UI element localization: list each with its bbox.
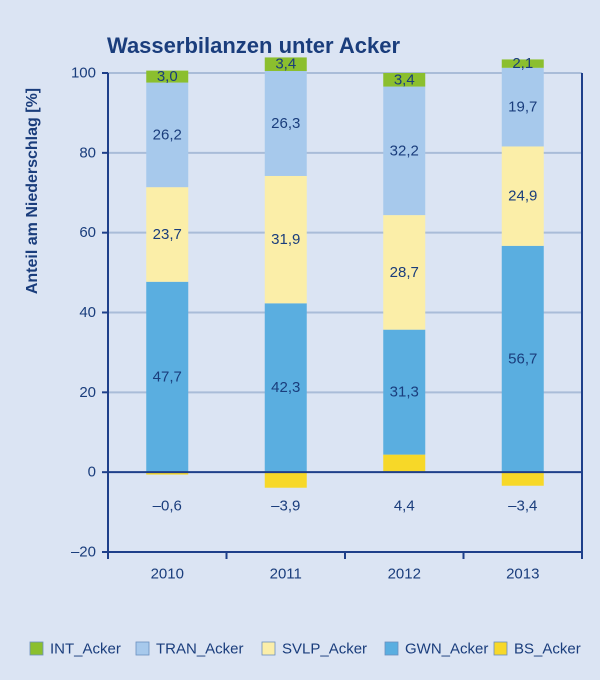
y-tick-label: 60 bbox=[79, 224, 96, 241]
data-label: 3,4 bbox=[394, 71, 415, 88]
bar-segment-tran-acker bbox=[264, 71, 307, 176]
data-label: 42,3 bbox=[271, 379, 300, 396]
bar-segment-svlp-acker bbox=[264, 175, 307, 304]
bar-segment-gwn-acker bbox=[383, 329, 426, 455]
bar-segment-gwn-acker bbox=[501, 245, 544, 473]
legend-label: BS_Acker bbox=[514, 641, 581, 658]
data-label: 31,9 bbox=[271, 231, 300, 248]
x-tick-label: 2013 bbox=[506, 566, 539, 583]
legend-label: GWN_Acker bbox=[405, 641, 488, 658]
bar-segment-svlp-acker bbox=[146, 187, 189, 282]
x-tick-label: 2012 bbox=[388, 566, 421, 583]
chart-title: Wasserbilanzen unter Acker bbox=[107, 33, 400, 58]
y-tick-label: 100 bbox=[71, 65, 96, 82]
data-label: 26,3 bbox=[271, 115, 300, 132]
bar-segment-svlp-acker bbox=[501, 146, 544, 246]
bar-segment-int-acker bbox=[264, 57, 307, 72]
data-label: –3,4 bbox=[508, 498, 537, 515]
data-label: –0,6 bbox=[153, 498, 182, 515]
bar-segment-gwn-acker bbox=[146, 281, 189, 473]
data-label: 4,4 bbox=[394, 498, 415, 515]
y-tick-label: –20 bbox=[71, 544, 96, 561]
data-label: 19,7 bbox=[508, 99, 537, 116]
y-tick-label: 0 bbox=[88, 464, 96, 481]
x-tick-label: 2010 bbox=[151, 566, 184, 583]
bar-segment-int-acker bbox=[383, 73, 426, 87]
data-label: 3,4 bbox=[275, 56, 296, 73]
legend-label: TRAN_Acker bbox=[156, 641, 244, 658]
data-label: 2,1 bbox=[512, 55, 533, 72]
bar-segment-bs-acker bbox=[501, 472, 544, 486]
data-label: 47,7 bbox=[153, 368, 182, 385]
legend-swatch-tran-acker bbox=[135, 641, 150, 656]
data-label: 31,3 bbox=[390, 384, 419, 401]
y-tick-label: 80 bbox=[79, 144, 96, 161]
data-label: 26,2 bbox=[153, 126, 182, 143]
legend-swatch-bs-acker bbox=[493, 641, 508, 656]
data-label: 23,7 bbox=[153, 226, 182, 243]
legend-swatch-svlp-acker bbox=[261, 641, 276, 656]
bar-segment-tran-acker bbox=[146, 82, 189, 188]
bar-segment-svlp-acker bbox=[383, 215, 426, 330]
data-label: 3,0 bbox=[157, 68, 178, 85]
legend-swatch-gwn-acker bbox=[384, 641, 399, 656]
data-label: –3,9 bbox=[271, 498, 300, 515]
bar-segment-tran-acker bbox=[383, 86, 426, 216]
y-tick-label: 40 bbox=[79, 304, 96, 321]
data-label: 56,7 bbox=[508, 351, 537, 368]
y-axis-label: Anteil am Niederschlag [%] bbox=[24, 88, 41, 294]
bar-segment-bs-acker bbox=[146, 472, 189, 475]
legend-label: SVLP_Acker bbox=[282, 641, 367, 658]
bar-segment-bs-acker bbox=[383, 454, 426, 473]
y-tick-label: 20 bbox=[79, 384, 96, 401]
data-label: 24,9 bbox=[508, 188, 537, 205]
x-tick-label: 2011 bbox=[270, 566, 302, 583]
bar-segment-int-acker bbox=[501, 59, 544, 68]
legend-label: INT_Acker bbox=[50, 641, 121, 658]
bar-segment-int-acker bbox=[146, 70, 189, 83]
legend-swatch-int-acker bbox=[29, 641, 44, 656]
data-label: 28,7 bbox=[390, 264, 419, 281]
data-label: 32,2 bbox=[390, 142, 419, 159]
bar-segment-bs-acker bbox=[264, 472, 307, 488]
bar-segment-tran-acker bbox=[501, 67, 544, 147]
bar-segment-gwn-acker bbox=[264, 303, 307, 473]
